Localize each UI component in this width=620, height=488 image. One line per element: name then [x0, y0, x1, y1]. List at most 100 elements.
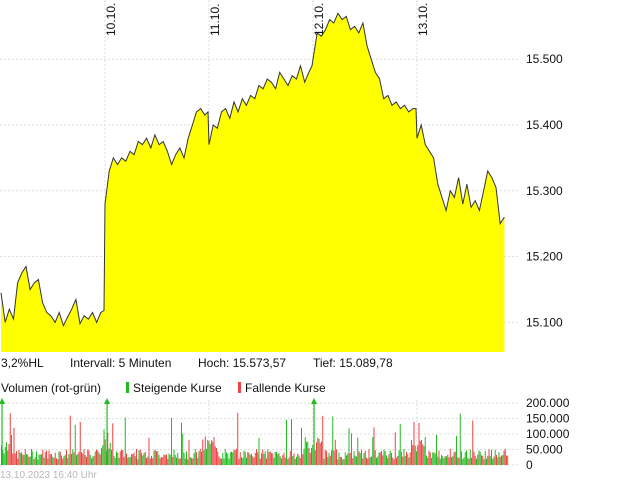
volume-bar	[259, 458, 261, 465]
volume-tick-label: 100.000	[526, 427, 570, 441]
volume-bar	[43, 457, 45, 465]
volume-bar	[243, 450, 245, 465]
volume-bar	[349, 453, 351, 465]
volume-bar	[322, 415, 324, 465]
volume-bar	[131, 454, 132, 465]
volume-bar	[501, 455, 502, 465]
volume-bar	[73, 452, 75, 465]
volume-bar	[47, 458, 49, 465]
volume-bar	[136, 449, 137, 465]
volume-bar	[359, 453, 361, 465]
volume-bar	[253, 457, 255, 465]
volume-bar	[284, 457, 286, 465]
volume-bar	[179, 458, 181, 465]
volume-bar	[279, 456, 281, 465]
volume-bar	[42, 449, 44, 465]
volume-bar	[107, 432, 109, 465]
volume-bar	[9, 413, 11, 465]
volume-bar	[251, 453, 252, 465]
volume-bar	[462, 459, 464, 465]
volume-bar	[262, 449, 264, 465]
volume-bar	[254, 453, 256, 465]
volume-bar	[4, 447, 6, 465]
volume-bar	[49, 454, 51, 465]
volume-bar	[227, 453, 229, 465]
volume-bar	[398, 450, 400, 465]
volume-bar	[167, 459, 169, 465]
price-area	[0, 12, 505, 352]
volume-bar	[22, 454, 24, 465]
volume-bar	[506, 455, 507, 465]
volume-bar	[208, 441, 210, 465]
volume-bar	[111, 449, 112, 465]
volume-bar	[384, 451, 386, 465]
volume-bar	[303, 448, 305, 465]
volume-bar	[438, 450, 440, 465]
volume-bar	[69, 415, 71, 465]
volume-bar	[201, 451, 202, 465]
volume-bar	[181, 422, 182, 465]
volume-bar	[453, 452, 455, 465]
volume-bar	[216, 447, 217, 465]
volume-bar	[474, 456, 476, 465]
volume-peak-marker	[311, 398, 318, 404]
volume-bar	[199, 448, 201, 465]
volume-bar	[252, 456, 254, 465]
volume-bar	[16, 451, 17, 465]
volume-bar	[186, 451, 187, 465]
price-tick-label: 15.200	[526, 250, 563, 264]
volume-bar	[114, 458, 116, 465]
volume-bar	[461, 451, 462, 465]
volume-bar	[338, 452, 340, 465]
volume-bar	[154, 449, 156, 465]
volume-bar	[241, 457, 242, 465]
x-tick-label: 11.10.	[208, 4, 222, 36]
volume-bar	[391, 453, 392, 465]
volume-bar	[417, 445, 419, 465]
volume-bar	[378, 452, 380, 465]
volume-bar	[112, 423, 114, 465]
volume-bar	[152, 458, 154, 465]
volume-bar	[147, 456, 149, 465]
volume-bar	[17, 458, 19, 465]
volume-bar	[336, 449, 337, 465]
volume-bar	[93, 455, 95, 465]
volume-bar	[484, 450, 486, 465]
volume-bar	[328, 452, 330, 465]
volume-bar	[376, 457, 377, 465]
volume-bar	[96, 449, 97, 465]
volume-bar	[171, 418, 172, 465]
volume-bar	[3, 453, 5, 465]
price-tick-label: 15.300	[526, 184, 563, 198]
volume-bar	[128, 456, 130, 465]
volume-bar	[329, 455, 331, 465]
volume-bar	[399, 423, 401, 465]
volume-bar	[481, 455, 482, 465]
volume-bar	[237, 412, 239, 465]
volume-peak-marker	[104, 398, 111, 404]
volume-bar	[18, 449, 20, 465]
volume-bar	[74, 424, 76, 465]
volume-bar	[233, 449, 235, 465]
volume-bar	[82, 453, 84, 465]
volume-bar	[118, 457, 120, 465]
volume-bar	[444, 456, 446, 465]
volume-bar	[204, 436, 206, 465]
volume-bar	[293, 453, 295, 465]
volume-bar	[173, 449, 175, 465]
volume-bar	[387, 458, 389, 465]
volume-bar	[441, 454, 442, 465]
volume-bar	[326, 450, 327, 465]
volume-bar	[197, 458, 199, 465]
volume-bar	[272, 453, 274, 465]
volume-bar	[172, 456, 174, 465]
volume-bar	[14, 453, 16, 465]
volume-bar	[83, 449, 85, 465]
volume-bar	[54, 452, 56, 465]
volume-bar	[191, 458, 192, 465]
volume-bar	[66, 449, 67, 465]
volume-bar	[423, 446, 425, 465]
volume-bar	[169, 454, 171, 465]
info-high: Hoch: 15.573,57	[198, 356, 286, 370]
